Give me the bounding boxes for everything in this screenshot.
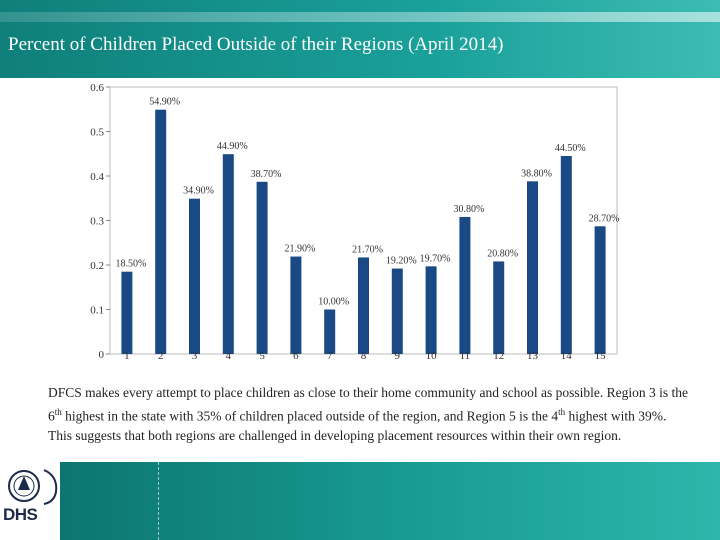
x-tick-label: 12 <box>493 350 504 360</box>
x-tick-label: 9 <box>395 350 401 360</box>
bar-region-3 <box>189 198 200 354</box>
x-tick-label: 4 <box>226 350 232 360</box>
data-label-region-4: 44.90% <box>217 141 248 152</box>
bar-region-6 <box>290 256 302 354</box>
x-tick-label: 10 <box>426 350 438 360</box>
slide-header: Percent of Children Placed Outside of th… <box>0 0 720 78</box>
bar-region-15 <box>594 226 606 354</box>
bar-chart-svg: 0 0.1 0.2 0.3 0.4 0.5 0.6 18.50% 1 54.90% 2 34.90% 3… <box>90 82 620 360</box>
data-label-region-7: 10.00% <box>318 297 349 308</box>
data-label-region-10: 19.70% <box>420 253 451 264</box>
bar-region-13 <box>527 181 538 354</box>
data-label-region-14: 44.50% <box>555 143 586 154</box>
x-tick-label: 2 <box>158 350 164 360</box>
bar-region-9 <box>391 268 403 354</box>
georgia-seal-icon <box>8 469 58 505</box>
caption-text: DFCS makes every attempt to place childr… <box>48 383 688 445</box>
bar-region-11 <box>459 216 471 354</box>
slide-title: Percent of Children Placed Outside of th… <box>8 34 504 55</box>
data-label-region-8: 21.70% <box>352 244 383 255</box>
bar-region-2 <box>155 109 167 354</box>
x-tick-label: 15 <box>595 350 607 360</box>
x-tick-label: 11 <box>460 350 471 360</box>
data-label-region-3: 34.90% <box>183 186 214 197</box>
x-tick-label: 3 <box>192 350 198 360</box>
x-tick-label: 6 <box>293 350 299 360</box>
caption-part-1: DFCS makes every attempt to place childr… <box>48 385 688 423</box>
bar-region-8 <box>358 257 369 354</box>
bar-region-7 <box>324 309 336 354</box>
bar-region-5 <box>256 181 268 354</box>
y-tick-label: 0.3 <box>90 216 104 228</box>
footer-divider <box>158 462 161 540</box>
caption-sup-1: th <box>54 406 62 417</box>
data-label-region-11: 30.80% <box>453 204 484 215</box>
data-label-region-5: 38.70% <box>251 169 282 180</box>
x-tick-label: 14 <box>561 350 573 360</box>
bar-chart: 0 0.1 0.2 0.3 0.4 0.5 0.6 18.50% 1 54.90% 2 34.90% 3… <box>80 78 625 360</box>
caption-part-2: highest in the state with 35% of childre… <box>61 408 559 423</box>
data-label-region-13: 38.80% <box>521 168 552 179</box>
y-tick-label: 0.6 <box>90 82 104 94</box>
data-label-region-9: 19.20% <box>386 256 417 267</box>
bar-region-12 <box>493 261 505 354</box>
caption-sup-2: th <box>558 406 566 417</box>
y-tick-label: 0.2 <box>90 260 104 272</box>
dhs-logo: DHS <box>0 462 60 540</box>
y-tick-label: 0 <box>99 349 105 360</box>
y-tick-label: 0.1 <box>90 305 104 317</box>
slide-footer <box>0 462 720 540</box>
bar-region-4 <box>222 154 234 354</box>
dhs-logo-text: DHS <box>3 505 38 524</box>
caption-part-3: highest with 39%. This suggests that bot… <box>48 408 667 443</box>
data-label-region-2: 54.90% <box>149 97 180 108</box>
x-tick-label: 8 <box>361 350 367 360</box>
data-label-region-1: 18.50% <box>115 259 146 270</box>
x-tick-label: 13 <box>527 350 539 360</box>
bar-region-14 <box>560 155 572 354</box>
bar-region-10 <box>425 266 437 354</box>
x-tick-label: 1 <box>124 350 129 360</box>
data-label-region-6: 21.90% <box>284 244 315 255</box>
header-stripe <box>0 12 720 22</box>
y-tick-label: 0.5 <box>90 127 104 139</box>
x-tick-label: 5 <box>259 350 265 360</box>
data-label-region-15: 28.70% <box>589 213 620 224</box>
bar-region-1 <box>121 271 133 354</box>
y-tick-label: 0.4 <box>90 171 104 183</box>
data-label-region-12: 20.80% <box>487 248 518 259</box>
x-tick-label: 7 <box>327 350 333 360</box>
